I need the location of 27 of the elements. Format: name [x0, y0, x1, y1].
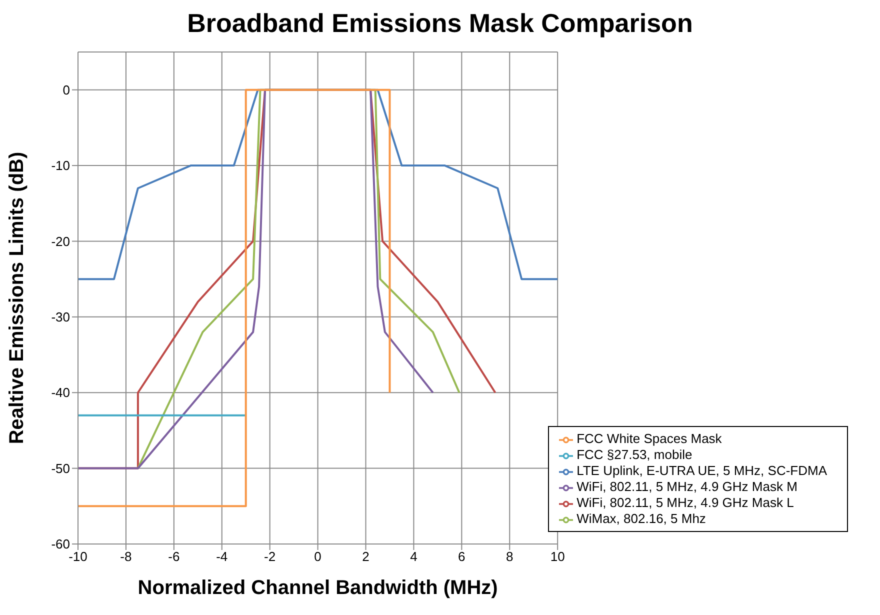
- x-tick-label: 6: [458, 549, 466, 564]
- legend-label: WiFi, 802.11, 5 MHz, 4.9 GHz Mask L: [576, 495, 794, 510]
- x-tick-label: 4: [410, 549, 418, 564]
- y-tick-label: 0: [62, 82, 70, 98]
- x-tick-label: 0: [314, 549, 322, 564]
- legend-label: LTE Uplink, E-UTRA UE, 5 MHz, SC-FDMA: [576, 463, 827, 478]
- y-tick-label: -50: [51, 460, 70, 476]
- y-tick-label: -30: [51, 310, 70, 325]
- legend-label: WiMax, 802.16, 5 Mhz: [576, 511, 706, 526]
- x-tick-label: -10: [68, 549, 88, 564]
- y-tick-label: -10: [51, 158, 70, 174]
- x-tick-label: -4: [216, 549, 228, 564]
- legend-label: WiFi, 802.11, 5 MHz, 4.9 GHz Mask M: [576, 479, 798, 494]
- y-tick-label: -60: [51, 536, 70, 552]
- x-tick-label: 2: [362, 549, 370, 564]
- legend-label: FCC §27.53, mobile: [576, 447, 692, 462]
- x-tick-label: -2: [264, 549, 276, 564]
- x-axis-title: Normalized Channel Bandwidth (MHz): [138, 577, 498, 599]
- y-axis-title: Realtive Emissions Limits (dB): [6, 152, 28, 444]
- y-tick-label: -40: [51, 385, 70, 400]
- x-tick-label: -8: [120, 549, 132, 564]
- x-tick-label: 8: [506, 549, 514, 564]
- x-tick-label: 10: [550, 549, 565, 564]
- legend-label: FCC White Spaces Mask: [576, 431, 722, 446]
- chart-title: Broadband Emissions Mask Comparison: [186, 8, 694, 40]
- y-tick-label: -20: [51, 234, 70, 249]
- x-tick-label: -6: [168, 549, 180, 564]
